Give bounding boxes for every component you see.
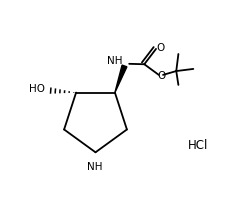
Text: HCl: HCl xyxy=(187,139,208,153)
Text: NH: NH xyxy=(107,56,122,66)
Text: O: O xyxy=(156,43,164,53)
Text: O: O xyxy=(157,71,166,81)
Text: NH: NH xyxy=(87,162,103,172)
Polygon shape xyxy=(115,65,127,93)
Text: HO: HO xyxy=(29,84,45,94)
